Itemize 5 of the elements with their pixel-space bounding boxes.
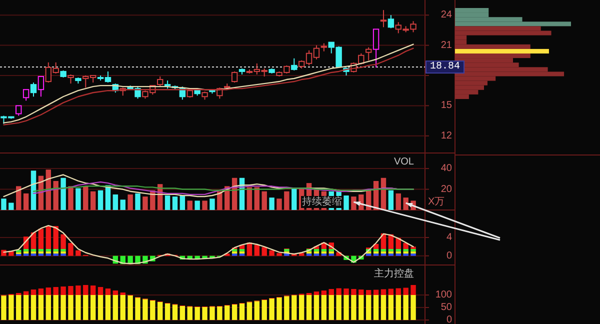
annotation: 持续萎缩 xyxy=(302,196,342,208)
chart-title: 主力控盘 xyxy=(374,268,414,280)
ref-line-label: 18.84 xyxy=(430,62,460,73)
chart-title: VOL xyxy=(394,156,414,168)
y-axis-title: X万 xyxy=(428,196,445,208)
